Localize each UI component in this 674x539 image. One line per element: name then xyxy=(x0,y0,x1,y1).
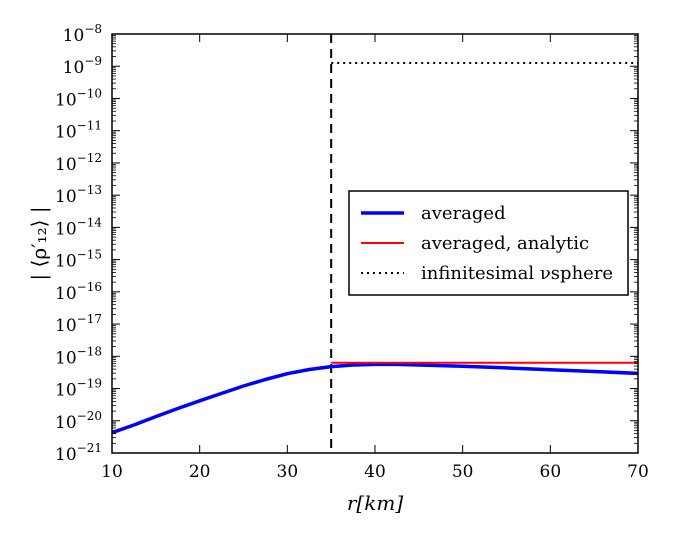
y-tick-label: 10−9 xyxy=(63,54,102,78)
x-axis-label: r[km] xyxy=(347,491,403,515)
legend-label-2: averaged, analytic xyxy=(421,233,589,254)
legend-label-1: averaged xyxy=(421,203,506,224)
y-tick-label: 10−13 xyxy=(55,183,102,207)
y-tick-label: 10−18 xyxy=(55,344,102,368)
x-tick-label: 60 xyxy=(540,462,562,482)
axis-ticks: 10 20 30 40 50 60 70 10−21 10−20 10−19 10−18 10−17 1… xyxy=(55,22,649,482)
y-tick-label: 10−20 xyxy=(55,409,102,433)
plot-content xyxy=(111,34,639,453)
x-tick-label: 30 xyxy=(277,462,299,482)
legend-label-3: infinitesimal νsphere xyxy=(421,263,613,284)
x-tick-label: 50 xyxy=(452,462,474,482)
y-tick-label: 10−16 xyxy=(55,280,102,304)
x-tick-label: 20 xyxy=(189,462,211,482)
y-tick-label: 10−21 xyxy=(55,441,102,465)
x-tick-label: 10 xyxy=(101,462,123,482)
x-tick-label: 70 xyxy=(627,462,649,482)
y-tick-label: 10−19 xyxy=(55,377,102,401)
series-line-1 xyxy=(111,362,639,435)
y-tick-label: 10−8 xyxy=(63,22,102,46)
y-axis-label: | ⟨ρ′₁₂⟩ | xyxy=(27,206,52,280)
y-tick-label: 10−11 xyxy=(55,119,102,143)
y-tick-label: 10−15 xyxy=(55,248,102,272)
legend: averaged averaged, analytic infinitesimal … xyxy=(348,190,629,296)
x-tick-label: 40 xyxy=(364,462,386,482)
y-tick-label: 10−14 xyxy=(55,215,102,239)
y-tick-label: 10−10 xyxy=(55,86,102,110)
y-tick-label: 10−17 xyxy=(55,312,102,336)
y-tick-label: 10−12 xyxy=(55,151,102,175)
